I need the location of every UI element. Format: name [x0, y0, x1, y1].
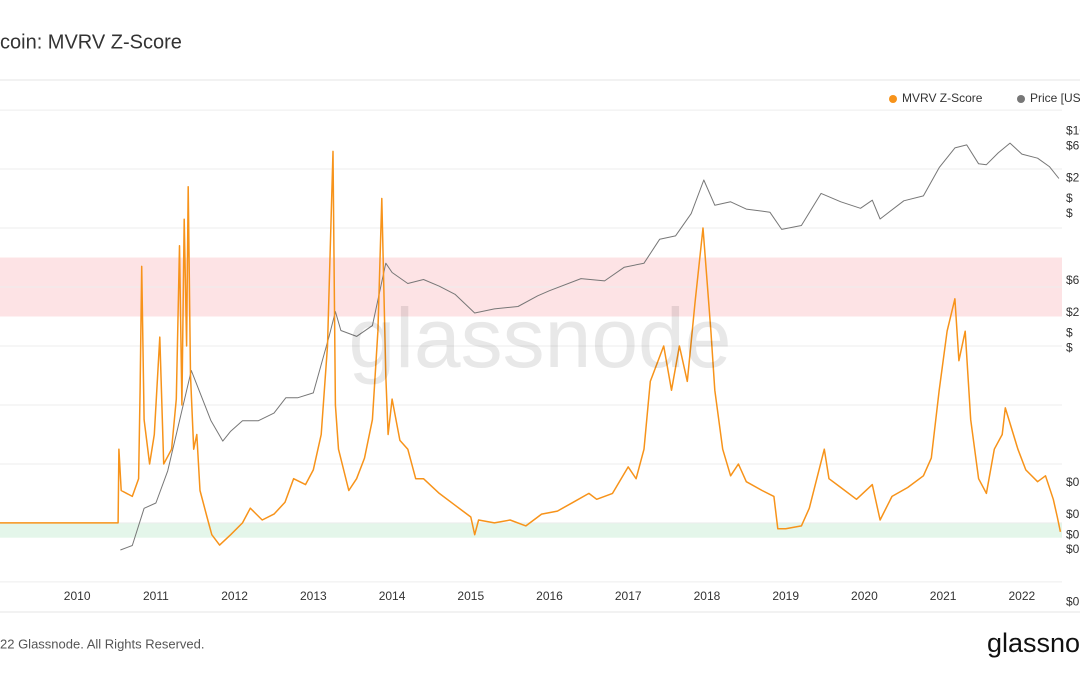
y2-tick-label: $0 — [1066, 527, 1080, 541]
legend-label: Price [US — [1030, 91, 1080, 105]
footer-text: 22 Glassnode. All Rights Reserved. — [0, 636, 205, 651]
zscore-line — [0, 150, 1062, 546]
y2-tick-label: $ — [1066, 340, 1073, 354]
x-tick-label: 2012 — [221, 589, 248, 603]
x-tick-label: 2022 — [1008, 589, 1035, 603]
x-tick-label: 2016 — [536, 589, 563, 603]
x-tick-label: 2017 — [615, 589, 642, 603]
y2-tick-label: $ — [1066, 206, 1073, 220]
y2-tick-label: $6 — [1066, 139, 1080, 153]
price-line — [120, 142, 1060, 551]
y2-tick-label: $0 — [1066, 542, 1080, 556]
x-tick-label: 2013 — [300, 589, 327, 603]
y2-tick-label: $6 — [1066, 273, 1080, 287]
watermark: glassnode — [349, 291, 732, 385]
x-tick-label: 2019 — [772, 589, 799, 603]
x-tick-label: 2015 — [457, 589, 484, 603]
x-tick-label: 2020 — [851, 589, 878, 603]
legend-label: MVRV Z-Score — [902, 91, 983, 105]
chart-title: coin: MVRV Z-Score — [0, 31, 182, 53]
x-tick-label: 2011 — [143, 589, 169, 603]
y2-tick-label: $ — [1066, 191, 1073, 205]
y2-tick-label: $0 — [1066, 475, 1080, 489]
x-tick-label: 2014 — [379, 589, 406, 603]
y2-tick-label: $0 — [1066, 595, 1080, 609]
x-tick-label: 2018 — [694, 589, 721, 603]
band — [0, 522, 1062, 538]
legend-marker — [1017, 95, 1025, 103]
y2-tick-label: $10 — [1066, 124, 1080, 138]
y2-tick-label: $2 — [1066, 305, 1080, 319]
legend-marker — [889, 95, 897, 103]
x-tick-label: 2021 — [930, 589, 957, 603]
y2-tick-label: $2 — [1066, 171, 1080, 185]
y2-tick-label: $ — [1066, 325, 1073, 339]
x-tick-label: 2010 — [64, 589, 91, 603]
logo: glassnode — [987, 628, 1080, 658]
y2-tick-label: $0 — [1066, 507, 1080, 521]
